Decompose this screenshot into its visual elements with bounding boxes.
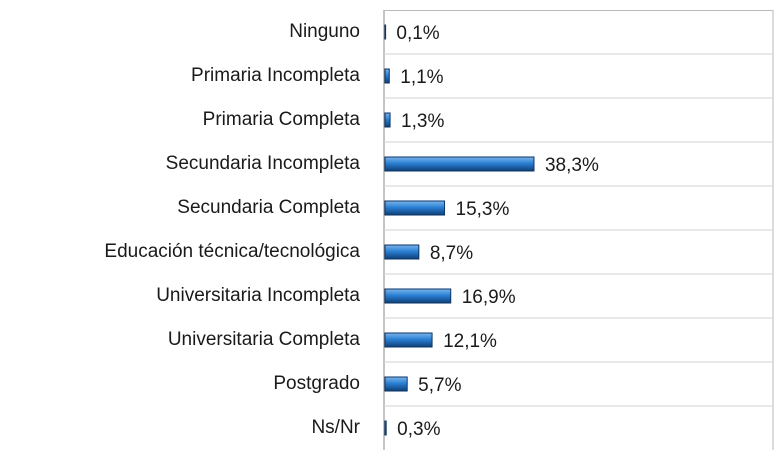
y-tick-label: Universitaria Incompleta [156,285,360,306]
bar [384,156,535,172]
value-label: 15,3% [456,199,510,220]
y-tick-label: Primaria Completa [203,109,361,130]
bar [384,68,390,84]
y-tick-label: Postgrado [273,373,360,394]
y-tick-label: Ninguno [289,21,360,42]
y-tick-label: Secundaria Completa [177,197,360,218]
value-label: 38,3% [545,155,599,176]
value-label: 12,1% [443,331,497,352]
value-label: 16,9% [462,287,516,308]
value-label: 1,1% [400,67,443,88]
value-label: 8,7% [430,243,473,264]
value-label: 5,7% [418,375,461,396]
bar [384,112,391,128]
bar [384,332,433,348]
bar [384,288,452,304]
bar [384,244,420,260]
bar [384,200,446,216]
y-tick-label: Universitaria Completa [168,329,361,350]
value-label: 1,3% [401,111,444,132]
bar [384,420,387,436]
y-tick-label: Ns/Nr [311,417,360,438]
value-label: 0,1% [396,23,439,44]
value-label: 0,3% [397,419,440,440]
y-tick-label: Secundaria Incompleta [166,153,361,174]
y-tick-label: Primaria Incompleta [191,65,360,86]
bar [384,376,408,392]
bar [384,24,387,40]
y-tick-label: Educación técnica/tecnológica [104,241,360,262]
